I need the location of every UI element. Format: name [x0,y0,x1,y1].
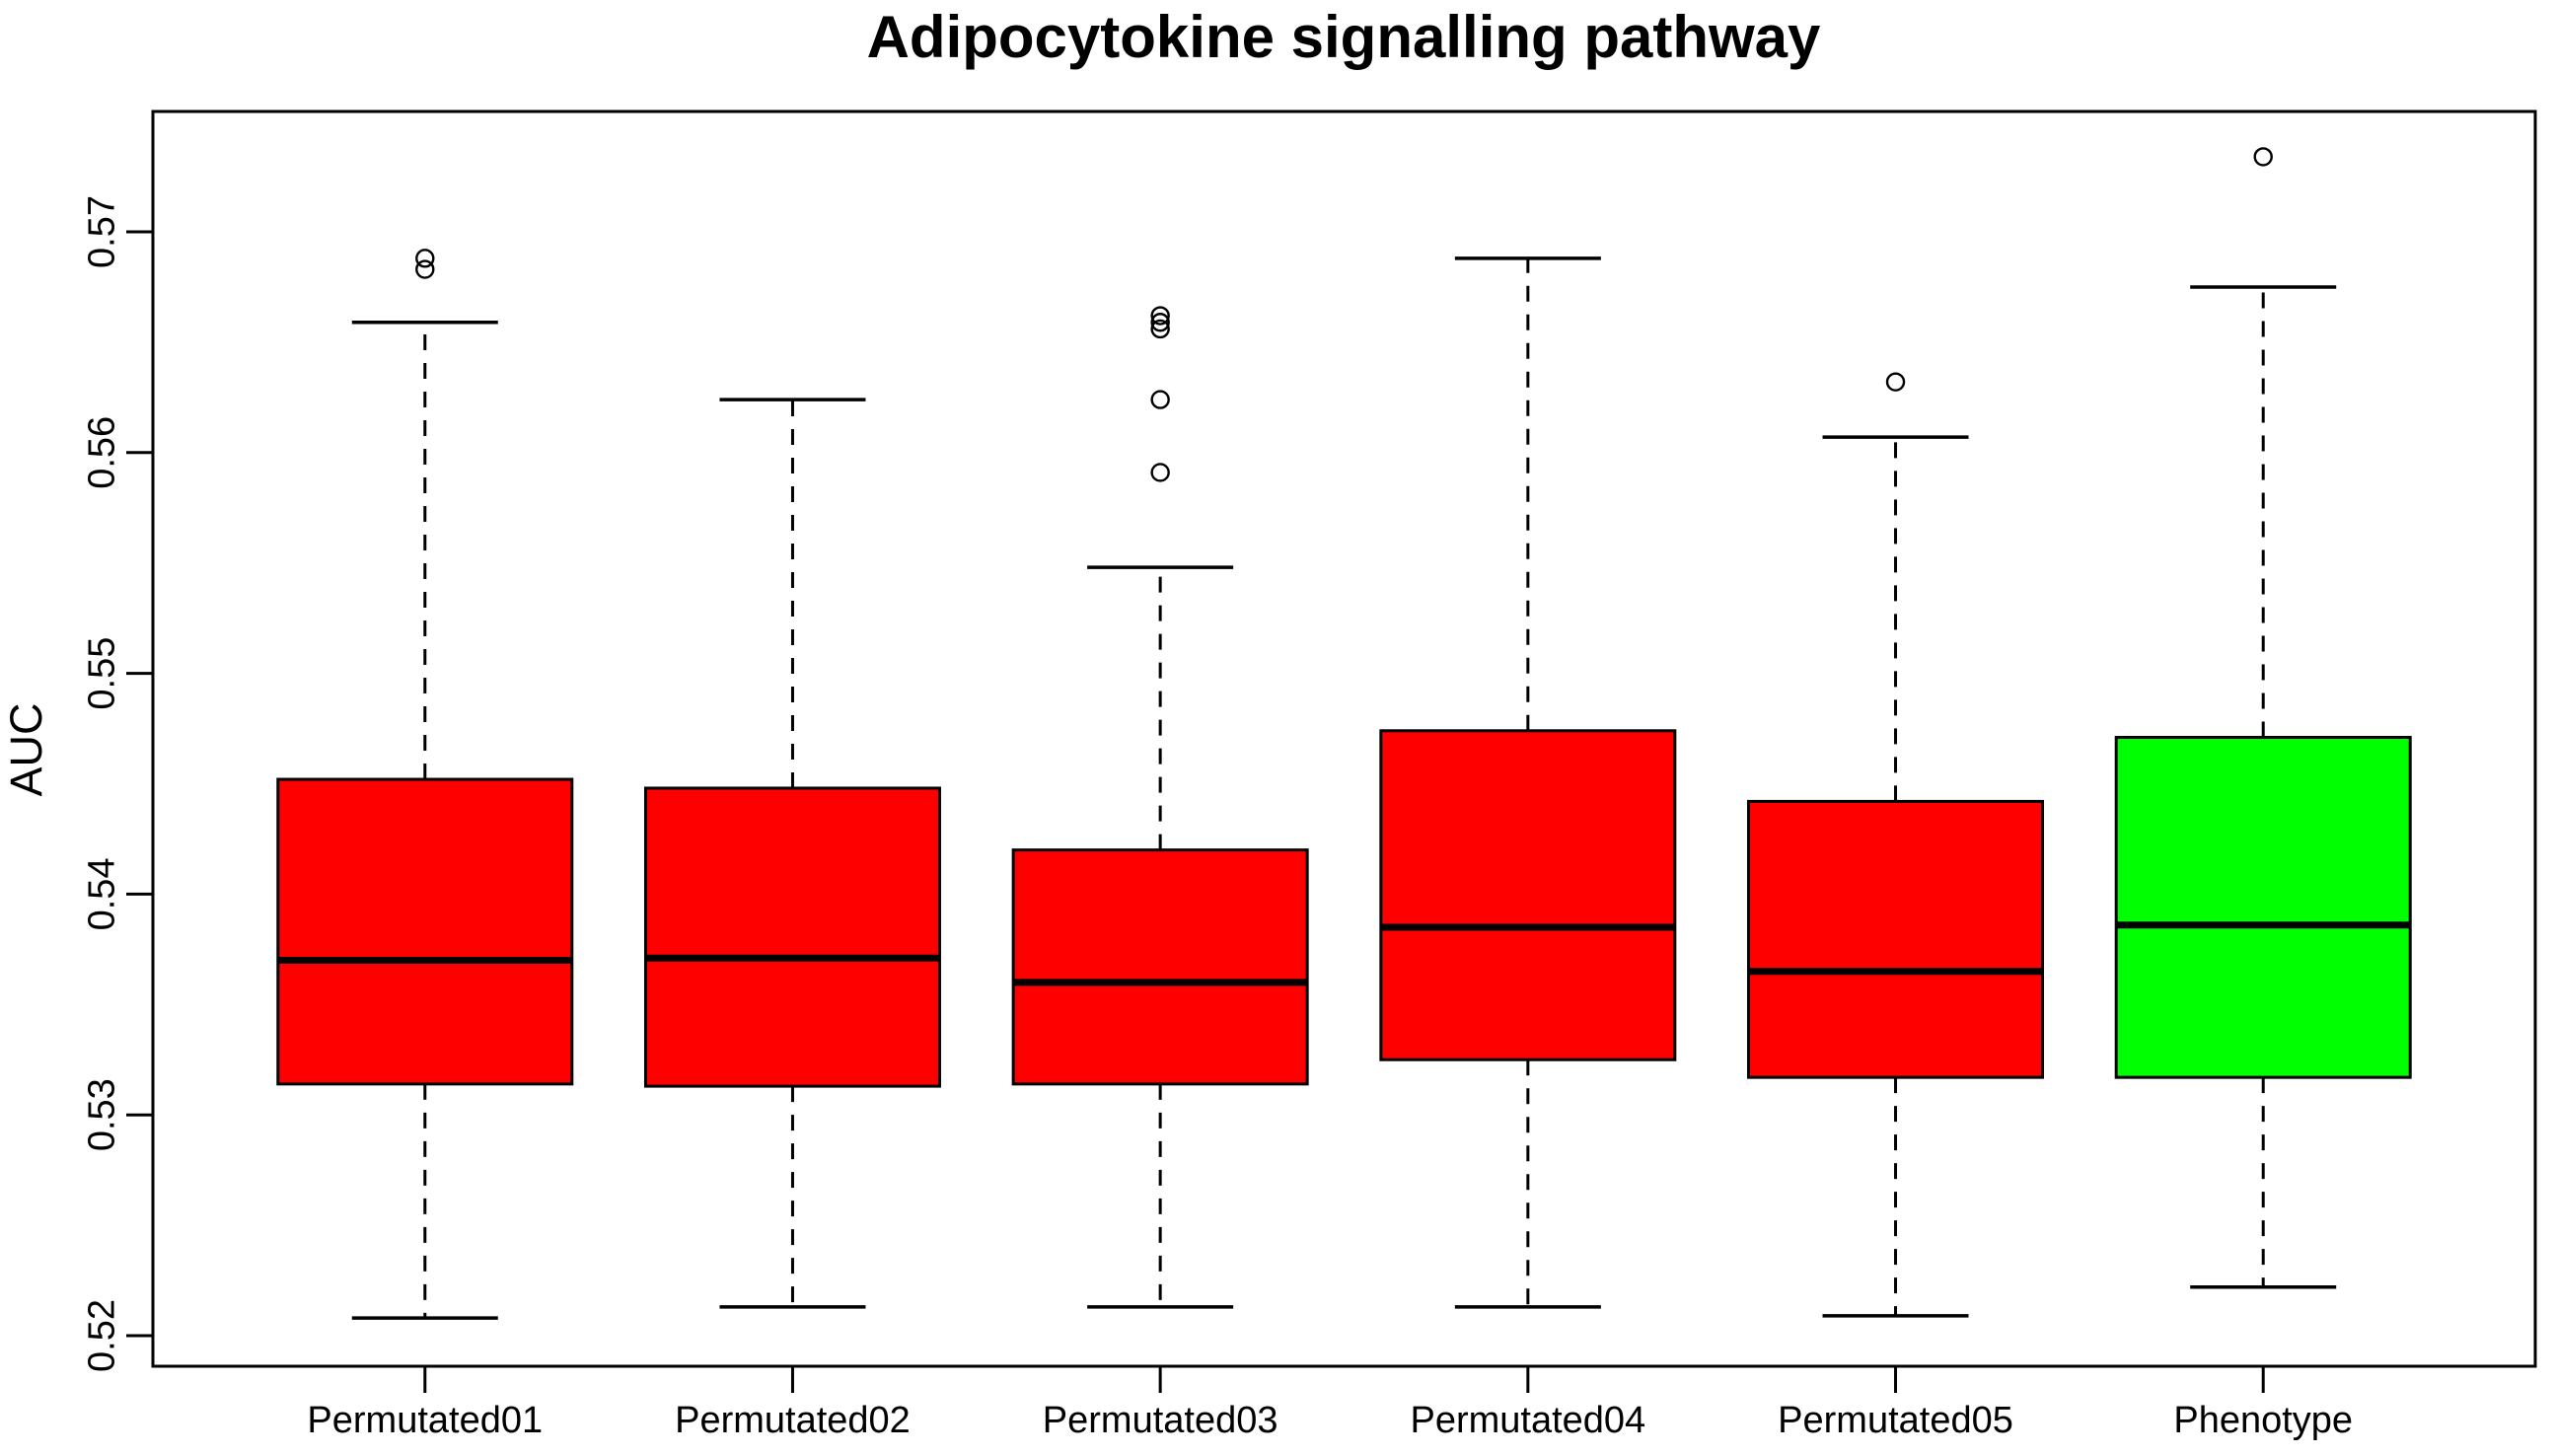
plot-layer: 0.52 0.53 0.54 0.55 0.56 0.57 Permutated01 Perm… [81,109,2537,1441]
x-category-label: Permutated04 [1410,1400,1645,1441]
x-category-label: Phenotype [2173,1400,2353,1441]
iqr-box [276,777,574,1086]
outlier-point [415,259,435,279]
iqr-box [1011,848,1309,1086]
iqr-box [1379,729,1677,1061]
iqr-box [2114,736,2412,1079]
outlier-point [1150,313,1170,332]
outlier-point [2253,147,2273,167]
y-tick-label: 0.57 [81,195,122,268]
outlier-point [1150,390,1170,409]
chart-title: Adipocytokine signalling pathway [867,4,1821,70]
iqr-box [1747,799,2045,1079]
y-tick-label: 0.55 [81,637,122,710]
y-tick-label: 0.52 [81,1299,122,1372]
outlier-point [1150,319,1170,339]
y-tick-label: 0.56 [81,416,122,489]
plot-border [151,109,2537,1368]
x-category-label: Permutated02 [675,1400,911,1441]
outlier-point [415,249,435,268]
y-tick-label: 0.54 [81,857,122,930]
y-axis-label: AUC [1,702,51,796]
outlier-point [1150,463,1170,482]
iqr-box [643,786,941,1088]
x-category-label: Permutated03 [1043,1400,1278,1441]
y-tick-label: 0.53 [81,1078,122,1151]
x-category-label: Permutated01 [307,1400,543,1441]
outlier-point [1150,306,1170,326]
x-category-label: Permutated05 [1778,1400,2013,1441]
outlier-point [1885,372,1906,392]
